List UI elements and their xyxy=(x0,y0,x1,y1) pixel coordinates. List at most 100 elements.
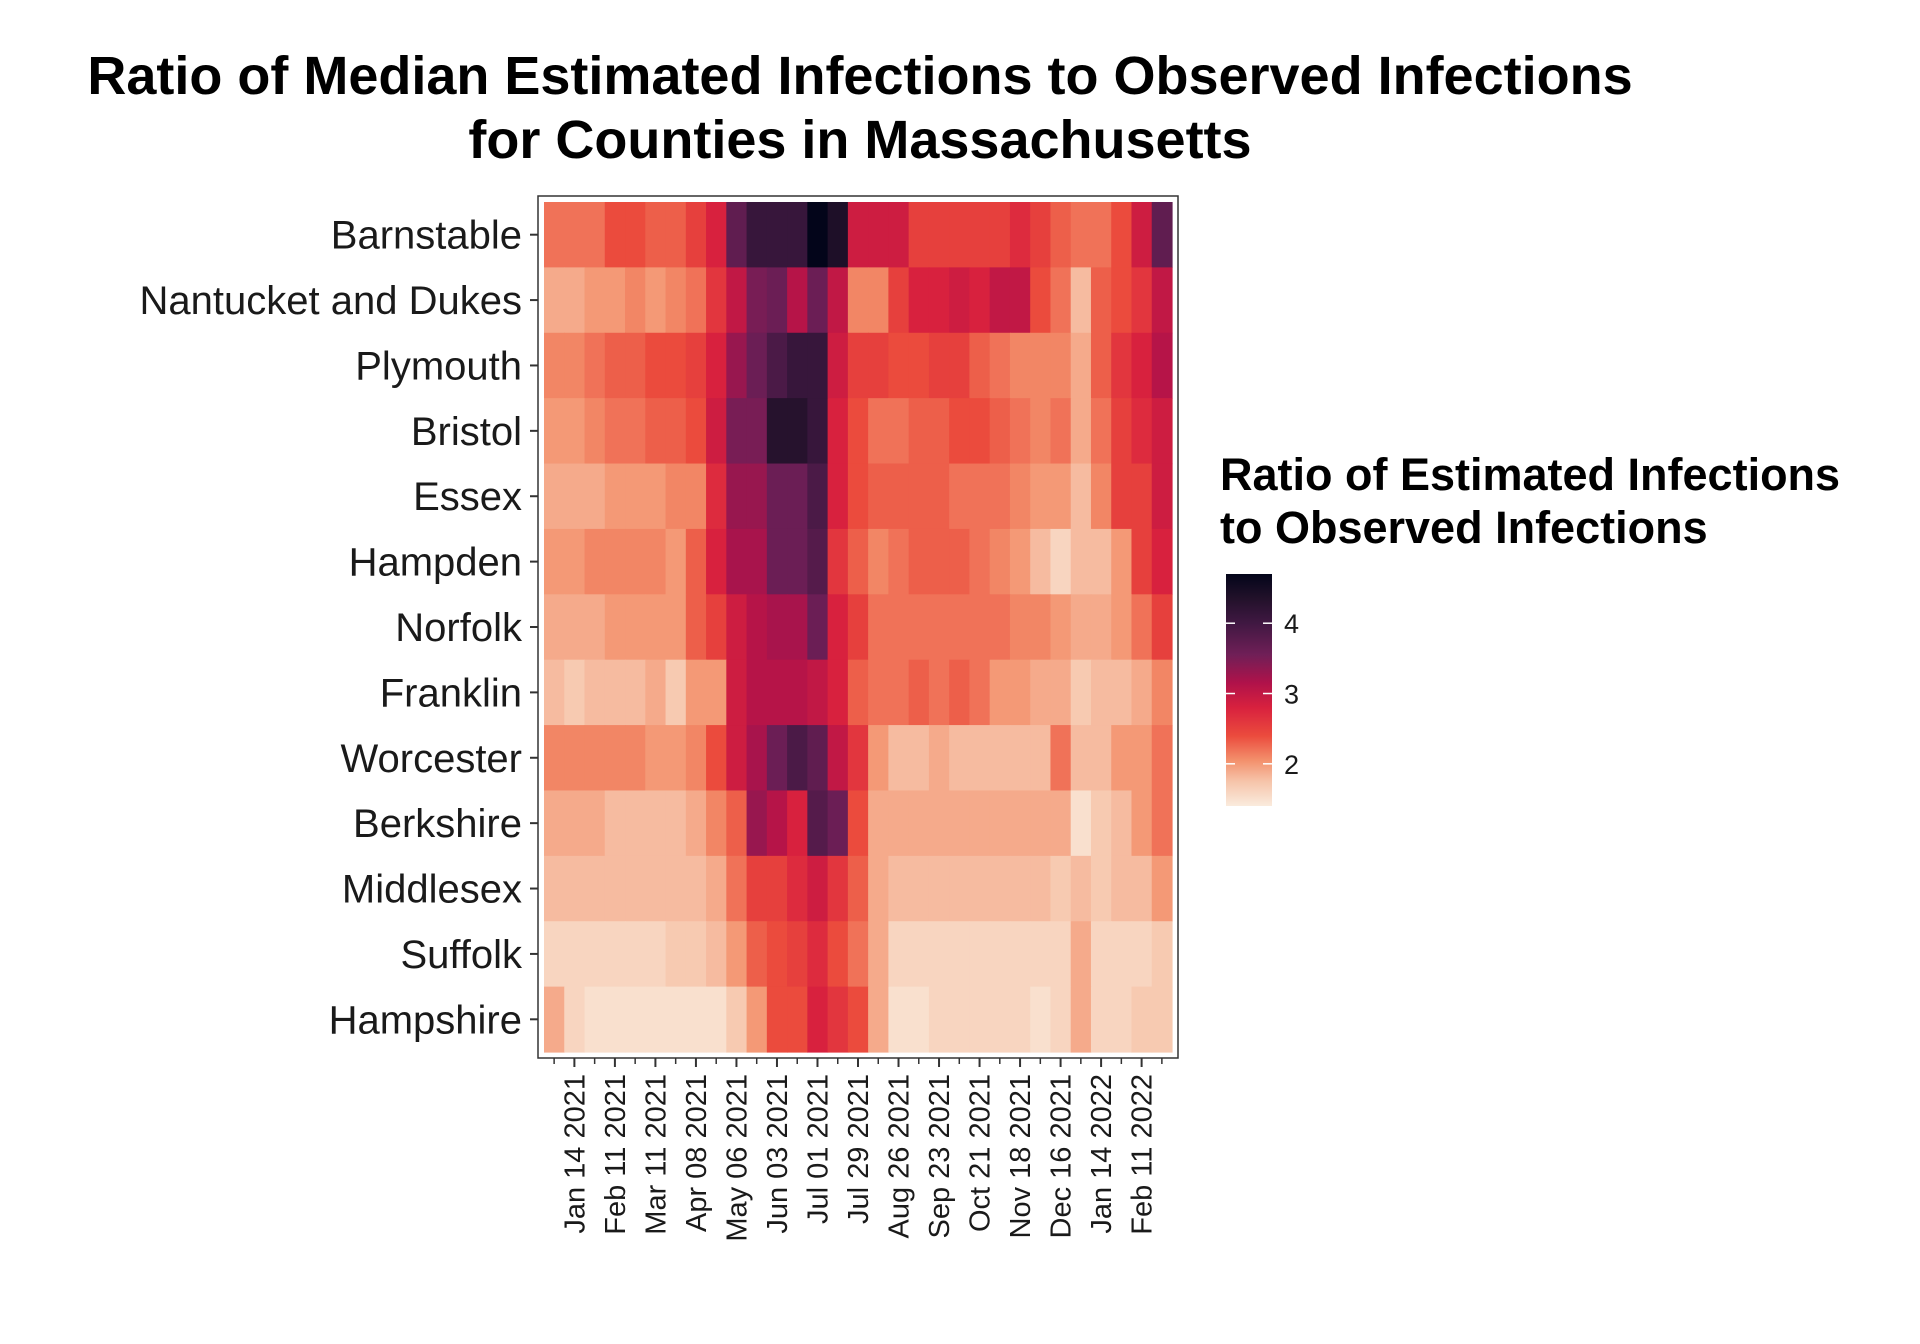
heatmap-cell xyxy=(746,463,768,530)
heatmap-cell xyxy=(807,986,829,1053)
y-tick-label: Hampshire xyxy=(329,998,522,1042)
heatmap-cell xyxy=(969,725,991,792)
heatmap-cell xyxy=(604,267,626,334)
heatmap-cell xyxy=(604,855,626,922)
heatmap-cell xyxy=(544,921,565,988)
legend-tick-label: 3 xyxy=(1284,680,1299,710)
heatmap-cell xyxy=(1111,528,1133,595)
heatmap-cell xyxy=(604,332,626,399)
heatmap-cell xyxy=(928,725,950,792)
heatmap-cell xyxy=(706,855,727,922)
heatmap-cell xyxy=(827,463,849,530)
heatmap-cell xyxy=(625,398,646,465)
heatmap-cell xyxy=(969,921,991,988)
heatmap-cell xyxy=(726,398,748,465)
heatmap-cell xyxy=(604,659,626,726)
heatmap-cell xyxy=(706,332,727,399)
heatmap-cell xyxy=(827,725,849,792)
heatmap-cell xyxy=(1151,921,1173,988)
heatmap-cell xyxy=(766,332,788,399)
heatmap-cell xyxy=(868,202,889,268)
heatmap-cell xyxy=(949,659,971,726)
heatmap-cell xyxy=(868,594,889,661)
heatmap-cell xyxy=(1050,725,1072,792)
heatmap-cell xyxy=(1050,921,1072,988)
heatmap-cell xyxy=(1070,790,1092,857)
heatmap-cell xyxy=(726,202,748,268)
heatmap-cell xyxy=(1151,202,1173,268)
heatmap-cell xyxy=(1151,855,1173,922)
heatmap-cell xyxy=(1090,267,1112,334)
heatmap-cell xyxy=(645,202,667,268)
heatmap-cell xyxy=(564,267,586,334)
heatmap-cell xyxy=(726,659,748,726)
x-tick-label: Oct 21 2021 xyxy=(965,1074,997,1232)
heatmap-cell xyxy=(949,332,971,399)
heatmap-cell xyxy=(1009,921,1031,988)
heatmap-cell xyxy=(564,528,586,595)
heatmap-cell xyxy=(827,855,849,922)
heatmap-cell xyxy=(625,463,646,530)
x-tick-label: Jan 14 2022 xyxy=(1086,1074,1118,1234)
heatmap-cell xyxy=(726,332,748,399)
heatmap-cell xyxy=(1070,528,1092,595)
heatmap-cell xyxy=(949,267,971,334)
heatmap-cell xyxy=(989,528,1011,595)
heatmap-cell xyxy=(969,332,991,399)
heatmap-cell xyxy=(1030,267,1052,334)
heatmap-cell xyxy=(685,986,707,1053)
heatmap-cell xyxy=(847,202,869,268)
heatmap-cell xyxy=(706,528,727,595)
y-tick-label: Bristol xyxy=(411,410,522,454)
heatmap-cell xyxy=(1131,267,1153,334)
heatmap-cell xyxy=(726,725,748,792)
heatmap-cell xyxy=(746,398,768,465)
heatmap-cell xyxy=(827,528,849,595)
heatmap-cell xyxy=(989,463,1011,530)
heatmap-cell xyxy=(685,528,707,595)
heatmap-cell xyxy=(766,921,788,988)
heatmap-cell xyxy=(584,594,606,661)
heatmap-cell xyxy=(706,594,727,661)
heatmap-cell xyxy=(1030,921,1052,988)
heatmap-cell xyxy=(1030,398,1052,465)
heatmap-cell xyxy=(969,594,991,661)
heatmap-cell xyxy=(807,594,829,661)
heatmap-cell xyxy=(868,332,889,399)
heatmap-cell xyxy=(604,725,626,792)
heatmap-cell xyxy=(969,528,991,595)
heatmap-cell xyxy=(766,267,788,334)
heatmap-cell xyxy=(604,528,626,595)
heatmap-cell xyxy=(928,398,950,465)
heatmap-cell xyxy=(827,398,849,465)
heatmap-cell xyxy=(665,528,687,595)
x-tick-label: Nov 18 2021 xyxy=(1005,1074,1037,1238)
heatmap-cell xyxy=(928,267,950,334)
y-tick-label: Middlesex xyxy=(342,868,522,912)
heatmap-cell xyxy=(1151,594,1173,661)
heatmap-cell xyxy=(847,398,869,465)
x-tick-label: Feb 11 2021 xyxy=(600,1074,632,1235)
heatmap-cell xyxy=(1090,202,1112,268)
heatmap-cell xyxy=(746,267,768,334)
heatmap-cell xyxy=(726,463,748,530)
heatmap-cell xyxy=(625,986,646,1053)
heatmap-cell xyxy=(1111,986,1133,1053)
heatmap-cell xyxy=(746,790,768,857)
heatmap-cell xyxy=(645,855,667,922)
heatmap-cell xyxy=(1050,790,1072,857)
y-tick-label: Essex xyxy=(413,475,522,519)
heatmap-cell xyxy=(665,267,687,334)
heatmap-cell xyxy=(1070,332,1092,399)
heatmap-cell xyxy=(807,398,829,465)
heatmap-cell xyxy=(604,594,626,661)
y-tick-label: Franklin xyxy=(380,671,522,715)
heatmap-cell xyxy=(746,528,768,595)
heatmap-cell xyxy=(584,398,606,465)
heatmap-cell xyxy=(928,986,950,1053)
heatmap-cell xyxy=(1070,202,1092,268)
heatmap-cell xyxy=(908,332,930,399)
heatmap-cell xyxy=(726,528,748,595)
heatmap-cell xyxy=(685,921,707,988)
heatmap-cell xyxy=(949,725,971,792)
